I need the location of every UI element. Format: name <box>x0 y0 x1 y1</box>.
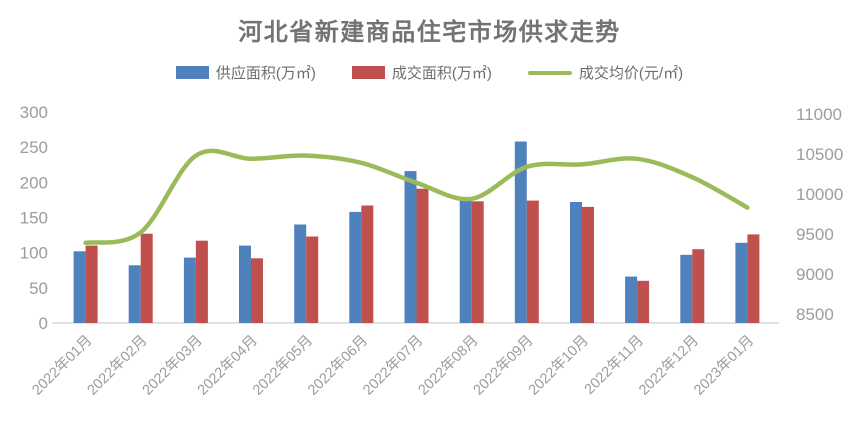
left-axis-tick-label: 200 <box>20 173 48 192</box>
left-axis-tick-label: 250 <box>20 138 48 157</box>
transaction-area-bar <box>692 249 705 323</box>
supply-area-bar <box>73 251 86 323</box>
supply-area-bar <box>459 199 472 323</box>
right-axis-tick-label: 11000 <box>796 105 842 124</box>
transaction-area-bar <box>582 206 594 323</box>
left-axis-tick-label: 150 <box>20 209 48 228</box>
right-axis-tick-label: 10000 <box>796 185 843 204</box>
transaction-area-bar <box>195 240 208 323</box>
left-axis-tick-label: 50 <box>29 279 48 298</box>
left-axis-tick-label: 0 <box>39 314 48 333</box>
legend: 供应面积(万㎡) 成交面积(万㎡) 成交均价(元/㎡) <box>0 62 859 83</box>
legend-item-supply-area: 供应面积(万㎡) <box>175 62 316 83</box>
supply-area-bar <box>239 245 251 323</box>
supply-area-bar <box>128 265 141 323</box>
supply-area-bar <box>680 254 693 323</box>
right-axis-tick-label: 9000 <box>796 265 834 284</box>
supply-area-bar <box>294 224 307 323</box>
legend-label-average-price: 成交均价(元/㎡) <box>578 65 684 82</box>
transaction-area-bar <box>747 234 760 323</box>
average-price-line <box>83 148 750 246</box>
supply-area-bar <box>570 202 582 323</box>
x-axis-category-label: 2023年01月 <box>690 332 757 399</box>
transaction-area-bar <box>637 280 650 323</box>
left-axis-tick-label: 300 <box>20 103 48 122</box>
transaction-area-swatch-icon <box>351 66 385 79</box>
supply-area-bar <box>625 276 638 323</box>
supply-area-bar <box>183 257 196 323</box>
legend-item-transaction-area: 成交面积(万㎡) <box>351 62 492 83</box>
right-axis-tick-label: 9500 <box>796 225 834 244</box>
transaction-area-bar <box>471 201 484 323</box>
supply-area-bar <box>735 242 748 323</box>
transaction-area-bar <box>306 236 319 323</box>
average-price-line-swatch-icon <box>527 70 572 75</box>
transaction-area-bar <box>416 188 429 323</box>
right-axis-tick-label: 10500 <box>796 145 843 164</box>
supply-area-bar <box>404 171 417 323</box>
transaction-area-bar <box>361 205 374 323</box>
supply-area-bar <box>514 141 527 323</box>
legend-label-transaction-area: 成交面积(万㎡) <box>391 65 492 82</box>
legend-label-supply-area: 供应面积(万㎡) <box>215 65 316 82</box>
legend-item-average-price: 成交均价(元/㎡) <box>527 62 684 83</box>
transaction-area-bar <box>526 200 539 323</box>
transaction-area-bar <box>85 245 98 323</box>
supply-area-swatch-icon <box>175 66 209 79</box>
supply-area-bar <box>349 211 362 323</box>
chart-title: 河北省新建商品住宅市场供求走势 <box>238 19 621 46</box>
left-axis-tick-label: 100 <box>20 244 48 263</box>
x-axis-category-label: 2022年10月 <box>525 332 592 399</box>
transaction-area-bar <box>140 233 153 323</box>
transaction-area-bar <box>251 258 263 323</box>
right-axis-tick-label: 8500 <box>796 305 834 324</box>
